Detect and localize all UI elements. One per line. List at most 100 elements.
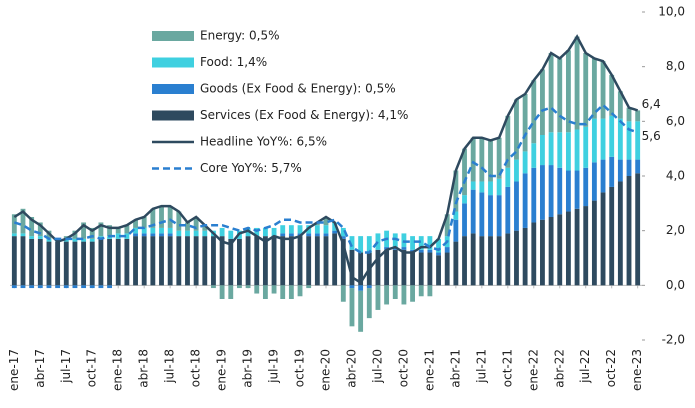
bar-segment xyxy=(617,181,623,286)
bar-segment xyxy=(349,249,355,286)
legend-label: Headline YoY%: 6,5% xyxy=(200,135,327,149)
bar-segment xyxy=(462,148,467,196)
bar-segment xyxy=(609,156,615,187)
bar-segment xyxy=(193,236,199,286)
bar-segment xyxy=(237,285,242,289)
bar-segment xyxy=(522,94,528,152)
bar-segment xyxy=(453,211,459,220)
bar-segment xyxy=(600,118,606,160)
bar-segment xyxy=(176,236,182,286)
bar-segment xyxy=(81,285,87,289)
bar-segment xyxy=(340,227,346,237)
bar-segment xyxy=(600,61,606,119)
bar-segment xyxy=(98,222,104,237)
bar-segment xyxy=(358,285,364,291)
bar-segment xyxy=(254,236,260,286)
bar-segment xyxy=(81,222,87,239)
bar-segment xyxy=(505,186,511,234)
bar-segment xyxy=(462,203,467,237)
bar-segment xyxy=(124,225,130,234)
bar-segment xyxy=(436,252,441,256)
bar-segment xyxy=(600,159,606,193)
bar-segment xyxy=(89,285,95,289)
bar-segment xyxy=(635,173,641,286)
bar-segment xyxy=(617,159,623,182)
bar-segment xyxy=(271,227,277,237)
bar-segment xyxy=(141,227,147,234)
bar-segment xyxy=(609,186,615,286)
bar-segment xyxy=(531,80,537,144)
bar-segment xyxy=(133,219,138,228)
bar-segment xyxy=(63,285,69,289)
bar-segment xyxy=(557,167,563,215)
bar-segment xyxy=(107,236,112,239)
bar-segment xyxy=(418,236,424,250)
bar-segment xyxy=(548,217,554,286)
bar-segment xyxy=(479,236,485,286)
x-tick-label: ene-20 xyxy=(319,349,333,391)
bar-segment xyxy=(444,247,450,253)
bar-segment xyxy=(167,206,173,228)
bar-segment xyxy=(280,285,286,299)
legend-label: Energy: 0,5% xyxy=(200,29,279,43)
x-tick-label: abr-20 xyxy=(344,349,358,388)
bar-segment xyxy=(548,132,554,166)
bar-segment xyxy=(288,236,294,286)
bar-segment xyxy=(540,135,545,166)
bar-segment xyxy=(63,241,69,286)
bar-segment xyxy=(150,233,156,237)
bar-segment xyxy=(557,132,563,168)
bar-segment xyxy=(29,238,35,286)
bar-segment xyxy=(436,238,441,253)
bar-segment xyxy=(548,53,554,133)
bar-segment xyxy=(479,192,485,237)
bar-segment xyxy=(46,285,52,289)
bar-segment xyxy=(55,241,61,286)
bar-segment xyxy=(496,195,502,237)
bar-segment xyxy=(349,285,355,289)
bar-segment xyxy=(366,288,372,319)
y-tick-label: 10,0 xyxy=(658,5,685,19)
bar-segment xyxy=(635,121,641,160)
x-tick-label: ene-17 xyxy=(7,349,21,391)
bar-segment xyxy=(11,285,17,289)
bar-segment xyxy=(514,230,519,286)
bar-segment xyxy=(202,225,208,231)
bar-segment xyxy=(37,285,43,289)
bar-segment xyxy=(202,230,208,237)
bar-segment xyxy=(159,206,164,228)
bar-segment xyxy=(29,236,35,239)
bar-segment xyxy=(159,236,164,286)
bar-segment xyxy=(323,236,329,286)
bar-segment xyxy=(600,192,606,286)
bar-segment xyxy=(565,132,571,171)
legend-swatch xyxy=(152,110,194,121)
bar-segment xyxy=(115,233,121,239)
x-tick-label: oct-21 xyxy=(500,349,514,387)
legend-label: Core YoY%: 5,7% xyxy=(200,161,302,175)
bar-segment xyxy=(349,236,355,250)
bar-segment xyxy=(462,236,467,286)
bar-segment xyxy=(453,170,459,212)
bar-segment xyxy=(29,285,35,289)
bar-segment xyxy=(11,236,17,286)
bar-segment xyxy=(159,233,164,237)
x-tick-label: jul-21 xyxy=(474,349,488,384)
bar-segment xyxy=(427,285,433,297)
bar-segment xyxy=(167,236,173,286)
bar-segment xyxy=(444,252,450,286)
bar-segment xyxy=(401,233,407,248)
legend-label: Food: 1,4% xyxy=(200,55,267,69)
bar-segment xyxy=(453,241,459,286)
bar-segment xyxy=(219,285,225,299)
bar-segment xyxy=(358,252,364,286)
legend-swatch xyxy=(152,31,194,41)
bar-segment xyxy=(565,211,571,286)
bar-segment xyxy=(297,285,303,297)
x-tick-label: ene-19 xyxy=(215,349,229,391)
bar-segment xyxy=(167,227,173,234)
bar-segment xyxy=(254,227,260,237)
bar-segment xyxy=(470,189,476,234)
bar-segment xyxy=(89,227,95,239)
